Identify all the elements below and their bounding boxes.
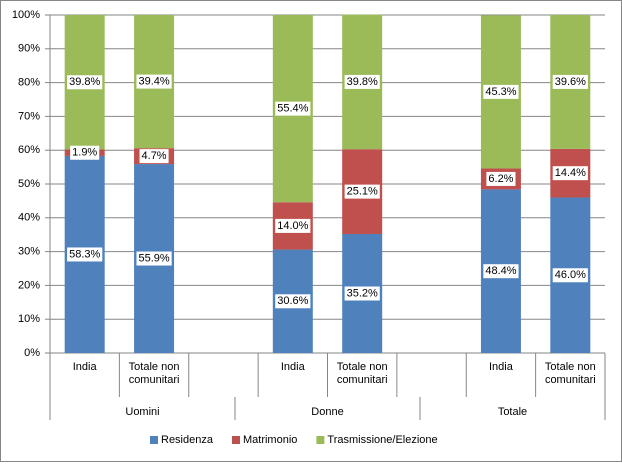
data-label: 14.0%	[277, 220, 308, 232]
x-tick-label: India	[72, 361, 97, 373]
data-label: 39.8%	[347, 76, 378, 88]
data-label: 14.4%	[555, 167, 586, 179]
data-label-bg	[136, 74, 172, 89]
data-label-bg	[552, 268, 588, 283]
legend-label: Trasmissione/Elezione	[327, 434, 437, 446]
data-label-bg	[275, 294, 311, 309]
y-tick-label: 10%	[18, 313, 40, 325]
y-tick-label: 90%	[18, 43, 40, 55]
data-label: 4.7%	[142, 150, 167, 162]
x-tick-label: India	[280, 361, 305, 373]
x-tick-label: Totale non comunitari	[544, 361, 596, 386]
data-label-bg	[344, 74, 380, 89]
data-label: 6.2%	[488, 173, 513, 185]
x-tick-label-box: India	[489, 361, 513, 373]
data-label: 35.2%	[347, 287, 378, 299]
data-label: 55.9%	[138, 252, 169, 264]
data-label-bg	[552, 166, 588, 181]
y-tick-label: 60%	[18, 144, 40, 156]
x-tick-label-box: India	[280, 361, 305, 373]
x-tick-label: India	[489, 361, 513, 373]
group-label: Uomini	[125, 406, 159, 418]
data-label-bg	[344, 184, 380, 199]
data-label-bg	[70, 145, 100, 160]
data-label: 39.6%	[555, 76, 586, 88]
data-label-bg	[344, 286, 380, 301]
legend-label: Matrimonio	[243, 434, 297, 446]
y-tick-label: 70%	[18, 110, 40, 122]
y-tick-label: 30%	[18, 246, 40, 258]
y-tick-label: 40%	[18, 212, 40, 224]
data-label: 45.3%	[485, 86, 516, 98]
data-label-bg	[67, 75, 103, 90]
x-tick-label: Totale non comunitari	[336, 361, 388, 386]
data-label: 39.4%	[138, 75, 169, 87]
data-label: 46.0%	[555, 269, 586, 281]
data-label: 39.8%	[69, 76, 100, 88]
data-label-bg	[483, 84, 519, 99]
data-label-bg	[275, 218, 311, 233]
data-label-bg	[275, 101, 311, 116]
legend-label: Residenza	[161, 434, 214, 446]
data-label-bg	[486, 171, 516, 186]
y-tick-label: 50%	[18, 178, 40, 190]
data-label-bg	[67, 247, 103, 262]
legend-swatch	[231, 436, 240, 444]
data-label: 25.1%	[347, 186, 378, 198]
x-tick-label-box: Totale non comunitari	[128, 361, 180, 386]
data-label-bg	[483, 264, 519, 279]
group-label: Donne	[311, 406, 343, 418]
data-label-bg	[552, 74, 588, 89]
y-tick-label: 0%	[24, 347, 40, 359]
data-label: 30.6%	[277, 295, 308, 307]
legend-swatch	[316, 436, 325, 444]
data-label: 1.9%	[72, 147, 97, 159]
x-tick-label: Totale non comunitari	[128, 361, 180, 386]
x-tick-label-box: Totale non comunitari	[336, 361, 388, 386]
data-label-bg	[136, 251, 172, 266]
data-label: 48.4%	[485, 265, 516, 277]
y-tick-label: 20%	[18, 279, 40, 291]
data-label: 58.3%	[69, 248, 100, 260]
x-tick-label-box: India	[72, 361, 97, 373]
group-label: Totale	[498, 406, 527, 418]
x-tick-label-box: Totale non comunitari	[544, 361, 596, 386]
data-label-bg	[139, 149, 169, 164]
y-tick-label: 80%	[18, 77, 40, 89]
y-tick-label: 100%	[12, 9, 40, 21]
data-label: 55.4%	[277, 103, 308, 115]
legend-swatch	[150, 436, 158, 444]
